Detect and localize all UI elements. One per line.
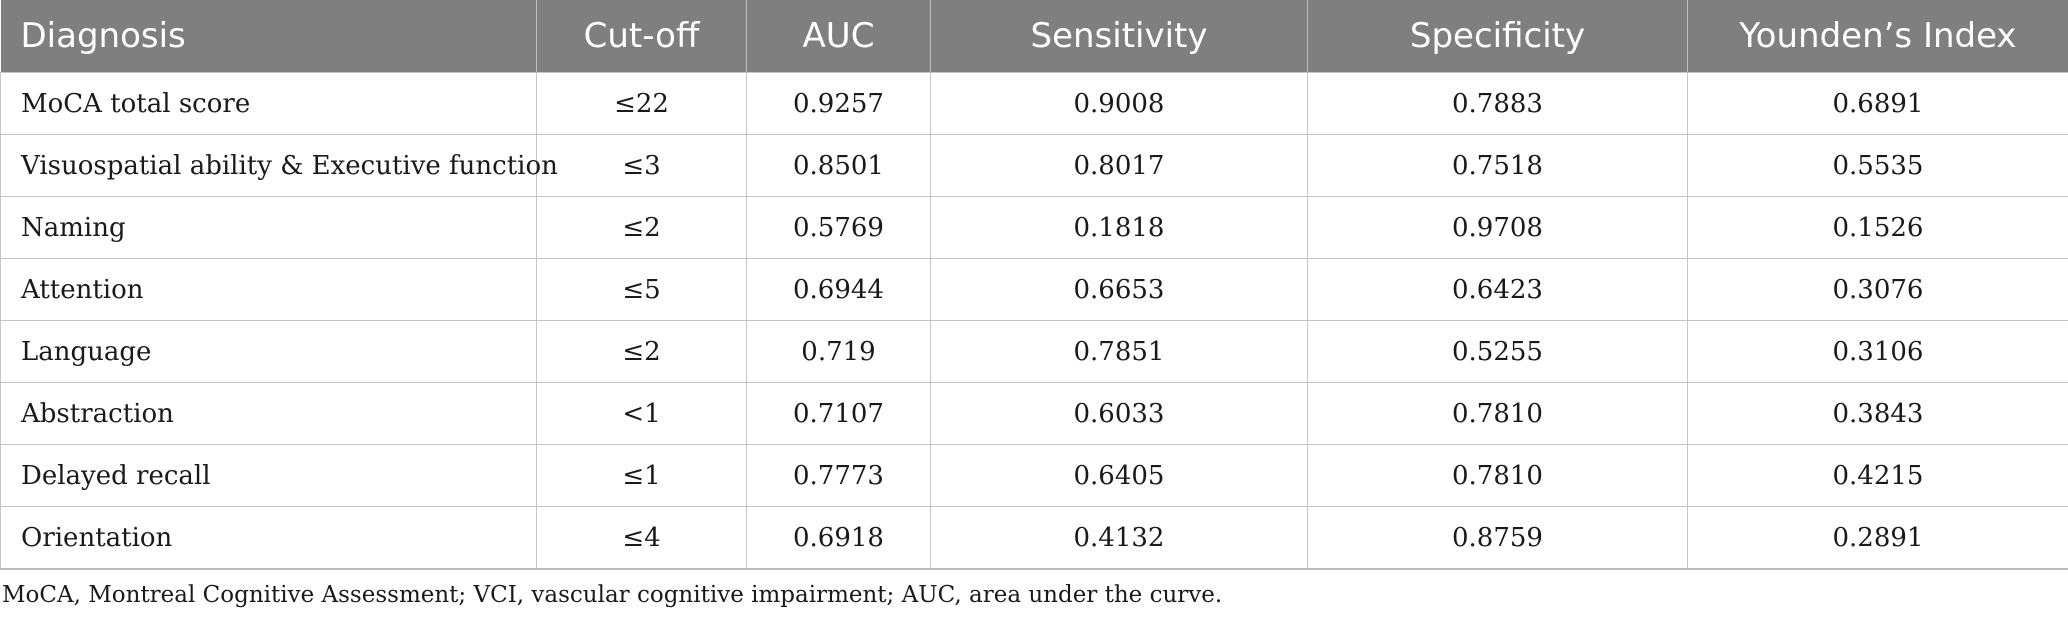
cell-youdens-index: 0.3843: [1687, 382, 2068, 445]
cell-auc: 0.7773: [746, 444, 931, 507]
cell-cut-off: <1: [536, 382, 747, 445]
cell-specificity: 0.7810: [1307, 444, 1688, 507]
cell-cut-off: ≤22: [536, 72, 747, 135]
cell-youdens-index: 0.3076: [1687, 258, 2068, 321]
cell-cut-off: ≤5: [536, 258, 747, 321]
cell-specificity: 0.7810: [1307, 382, 1688, 445]
cell-cut-off: ≤3: [536, 134, 747, 197]
cell-specificity: 0.8759: [1307, 506, 1688, 570]
cell-diagnosis: Attention: [0, 258, 537, 321]
cell-cut-off: ≤1: [536, 444, 747, 507]
header-row: Diagnosis Cut-off AUC Sensitivity Specif…: [0, 0, 2068, 73]
header-youdens-index: Younden’s Index: [1687, 0, 2068, 73]
table-row: Attention ≤5 0.6944 0.6653 0.6423 0.3076: [0, 258, 2068, 321]
table-row: Delayed recall ≤1 0.7773 0.6405 0.7810 0…: [0, 444, 2068, 507]
cell-specificity: 0.7518: [1307, 134, 1688, 197]
cell-cut-off: ≤2: [536, 196, 747, 259]
cell-diagnosis: Abstraction: [0, 382, 537, 445]
cell-sensitivity: 0.6033: [930, 382, 1308, 445]
cell-diagnosis: Language: [0, 320, 537, 383]
cell-diagnosis: Naming: [0, 196, 537, 259]
cell-auc: 0.6918: [746, 506, 931, 570]
cell-specificity: 0.5255: [1307, 320, 1688, 383]
cell-auc: 0.9257: [746, 72, 931, 135]
table-row: Visuospatial ability & Executive functio…: [0, 134, 2068, 197]
cell-diagnosis: Visuospatial ability & Executive functio…: [0, 134, 558, 197]
table-row: Naming ≤2 0.5769 0.1818 0.9708 0.1526: [0, 196, 2068, 259]
cell-specificity: 0.9708: [1307, 196, 1688, 259]
cell-sensitivity: 0.8017: [930, 134, 1308, 197]
cell-sensitivity: 0.7851: [930, 320, 1308, 383]
cell-specificity: 0.6423: [1307, 258, 1688, 321]
cell-auc: 0.8501: [746, 134, 931, 197]
cell-diagnosis: MoCA total score: [0, 72, 537, 135]
cell-auc: 0.5769: [746, 196, 931, 259]
cell-auc: 0.6944: [746, 258, 931, 321]
table-row: Orientation ≤4 0.6918 0.4132 0.8759 0.28…: [0, 506, 2068, 570]
table-row: Language ≤2 0.719 0.7851 0.5255 0.3106: [0, 320, 2068, 383]
cell-youdens-index: 0.4215: [1687, 444, 2068, 507]
cell-auc: 0.719: [746, 320, 931, 383]
header-auc: AUC: [746, 0, 931, 73]
header-cut-off: Cut-off: [536, 0, 747, 73]
header-diagnosis: Diagnosis: [0, 0, 537, 73]
cell-youdens-index: 0.1526: [1687, 196, 2068, 259]
diagnostic-accuracy-table: Diagnosis Cut-off AUC Sensitivity Specif…: [0, 0, 2068, 570]
cell-sensitivity: 0.6405: [930, 444, 1308, 507]
cell-diagnosis: Delayed recall: [0, 444, 537, 507]
cell-sensitivity: 0.6653: [930, 258, 1308, 321]
cell-sensitivity: 0.4132: [930, 506, 1308, 570]
cell-youdens-index: 0.6891: [1687, 72, 2068, 135]
header-specificity: Specificity: [1307, 0, 1688, 73]
cell-sensitivity: 0.9008: [930, 72, 1308, 135]
cell-cut-off: ≤4: [536, 506, 747, 570]
header-sensitivity: Sensitivity: [930, 0, 1308, 73]
cell-youdens-index: 0.2891: [1687, 506, 2068, 570]
cell-specificity: 0.7883: [1307, 72, 1688, 135]
table-footnote: MoCA, Montreal Cognitive Assessment; VCI…: [2, 582, 1223, 608]
results-table-container: Diagnosis Cut-off AUC Sensitivity Specif…: [0, 0, 2068, 570]
table-row: MoCA total score ≤22 0.9257 0.9008 0.788…: [0, 72, 2068, 135]
cell-cut-off: ≤2: [536, 320, 747, 383]
cell-diagnosis: Orientation: [0, 506, 537, 570]
cell-youdens-index: 0.5535: [1687, 134, 2068, 197]
cell-youdens-index: 0.3106: [1687, 320, 2068, 383]
cell-auc: 0.7107: [746, 382, 931, 445]
table-row: Abstraction <1 0.7107 0.6033 0.7810 0.38…: [0, 382, 2068, 445]
cell-sensitivity: 0.1818: [930, 196, 1308, 259]
